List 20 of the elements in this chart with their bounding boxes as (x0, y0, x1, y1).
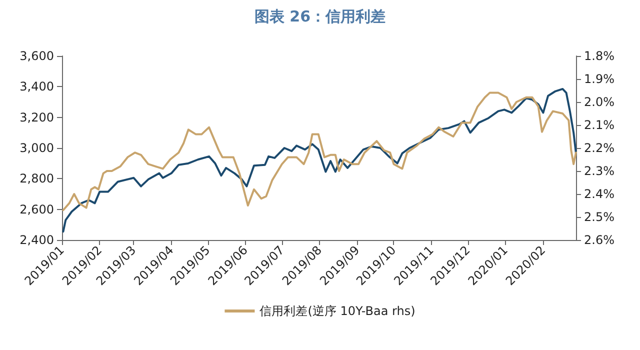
y2-tick-label: 2.1% (584, 118, 614, 132)
y2-tick-label: 2.0% (584, 95, 614, 109)
chart-title: 图表 26：信用利差 (254, 8, 386, 26)
y-tick-label: 2,400 (20, 233, 54, 247)
y2-tick-label: 2.6% (584, 233, 614, 247)
y-tick-label: 3,400 (20, 80, 54, 94)
line-series (62, 88, 577, 233)
y-tick-label: 3,600 (20, 49, 54, 63)
y2-tick-label: 2.4% (584, 187, 614, 201)
y-tick-label: 3,000 (20, 141, 54, 155)
y-tick-label: 2,600 (20, 202, 54, 216)
y2-tick-label: 1.9% (584, 72, 614, 86)
y2-tick-label: 2.5% (584, 210, 614, 224)
y-tick-label: 3,200 (20, 110, 54, 124)
y-tick-label: 2,800 (20, 172, 54, 186)
y2-tick-label: 1.8% (584, 49, 614, 63)
y2-tick-label: 2.3% (584, 164, 614, 178)
y2-tick-label: 2.2% (584, 141, 614, 155)
line-series (62, 92, 577, 212)
legend-label: 信用利差(逆序 10Y-Baa rhs) (260, 304, 416, 318)
